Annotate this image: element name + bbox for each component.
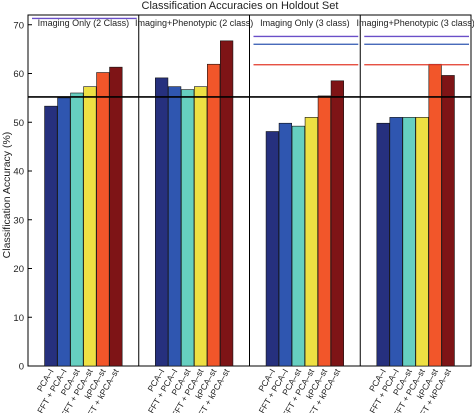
bar	[44, 105, 58, 367]
y-tick-label: 0	[19, 362, 24, 373]
bar	[317, 95, 331, 367]
y-axis-label: Classification Accuracy (%)	[1, 132, 13, 259]
group-label: Imaging+Phenotypic (3 class)	[356, 18, 474, 28]
group-label: Imaging Only (2 Class)	[38, 18, 130, 28]
bar	[278, 122, 292, 367]
y-tick-label: 30	[13, 215, 24, 226]
bar	[265, 131, 279, 367]
chart-title: Classification Accuracies on Holdout Set	[142, 0, 339, 12]
bar	[109, 66, 123, 367]
bar	[389, 117, 403, 367]
group-label: Imaging+Phenotypic (2 class)	[135, 18, 253, 28]
bar	[168, 86, 182, 367]
bar	[181, 89, 195, 367]
y-tick-label: 20	[13, 264, 24, 275]
bar	[428, 63, 442, 367]
bar	[376, 122, 390, 367]
bar	[330, 80, 344, 367]
bar	[70, 92, 84, 367]
bar	[57, 97, 71, 367]
y-tick-label: 50	[13, 118, 24, 129]
group-label: Imaging Only (3 class)	[260, 18, 350, 28]
y-tick-label: 60	[13, 69, 24, 80]
y-tick-label: 40	[13, 167, 24, 178]
bar	[96, 72, 110, 367]
bar	[415, 117, 429, 367]
bar	[194, 86, 208, 367]
y-tick-label: 10	[13, 313, 24, 324]
bar	[207, 63, 221, 367]
bar	[304, 117, 318, 367]
bar	[441, 75, 455, 367]
bar	[291, 125, 305, 367]
y-tick-label: 70	[13, 20, 24, 31]
bar	[83, 86, 97, 367]
bar	[155, 77, 169, 367]
bar	[402, 117, 416, 367]
bar	[220, 40, 234, 367]
